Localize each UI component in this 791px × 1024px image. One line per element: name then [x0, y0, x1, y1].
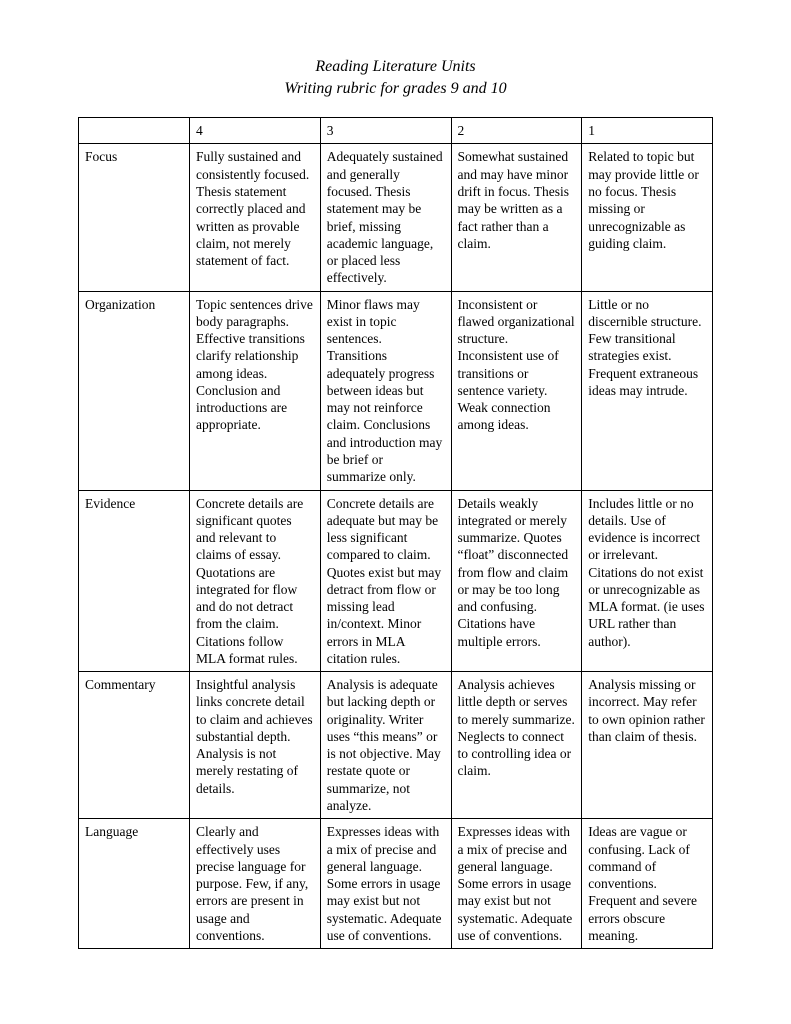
header-blank [79, 118, 190, 144]
page-title: Reading Literature Units Writing rubric … [78, 56, 713, 99]
cell: Adequately sustained and generally focus… [320, 144, 451, 291]
header-3: 3 [320, 118, 451, 144]
table-row: Evidence Concrete details are significan… [79, 490, 713, 672]
cell: Related to topic but may provide little … [582, 144, 713, 291]
cell: Expresses ideas with a mix of precise an… [451, 819, 582, 949]
title-line-1: Reading Literature Units [315, 58, 475, 75]
cell: Inconsistent or flawed organizational st… [451, 291, 582, 490]
cell: Expresses ideas with a mix of precise an… [320, 819, 451, 949]
cell: Details weakly integrated or merely summ… [451, 490, 582, 672]
table-row: Organization Topic sentences drive body … [79, 291, 713, 490]
cell: Concrete details are significant quotes … [190, 490, 321, 672]
cell: Includes little or no details. Use of ev… [582, 490, 713, 672]
cell: Fully sustained and consistently focused… [190, 144, 321, 291]
rubric-table: 4 3 2 1 Focus Fully sustained and consis… [78, 117, 713, 949]
table-row: Commentary Insightful analysis links con… [79, 672, 713, 819]
page: Reading Literature Units Writing rubric … [0, 0, 791, 1009]
cell: Little or no discernible structure. Few … [582, 291, 713, 490]
cell: Clearly and effectively uses precise lan… [190, 819, 321, 949]
cell: Topic sentences drive body paragraphs. E… [190, 291, 321, 490]
row-label: Organization [79, 291, 190, 490]
header-2: 2 [451, 118, 582, 144]
row-label: Language [79, 819, 190, 949]
cell: Somewhat sustained and may have minor dr… [451, 144, 582, 291]
row-label: Focus [79, 144, 190, 291]
cell: Analysis achieves little depth or serves… [451, 672, 582, 819]
cell: Analysis is adequate but lacking depth o… [320, 672, 451, 819]
header-1: 1 [582, 118, 713, 144]
cell: Analysis missing or incorrect. May refer… [582, 672, 713, 819]
row-label: Evidence [79, 490, 190, 672]
table-row: Focus Fully sustained and consistently f… [79, 144, 713, 291]
header-4: 4 [190, 118, 321, 144]
cell: Ideas are vague or confusing. Lack of co… [582, 819, 713, 949]
title-line-2: Writing rubric for grades 9 and 10 [284, 80, 506, 97]
cell: Concrete details are adequate but may be… [320, 490, 451, 672]
table-row: Language Clearly and effectively uses pr… [79, 819, 713, 949]
cell: Minor flaws may exist in topic sentences… [320, 291, 451, 490]
row-label: Commentary [79, 672, 190, 819]
cell: Insightful analysis links concrete detai… [190, 672, 321, 819]
header-row: 4 3 2 1 [79, 118, 713, 144]
